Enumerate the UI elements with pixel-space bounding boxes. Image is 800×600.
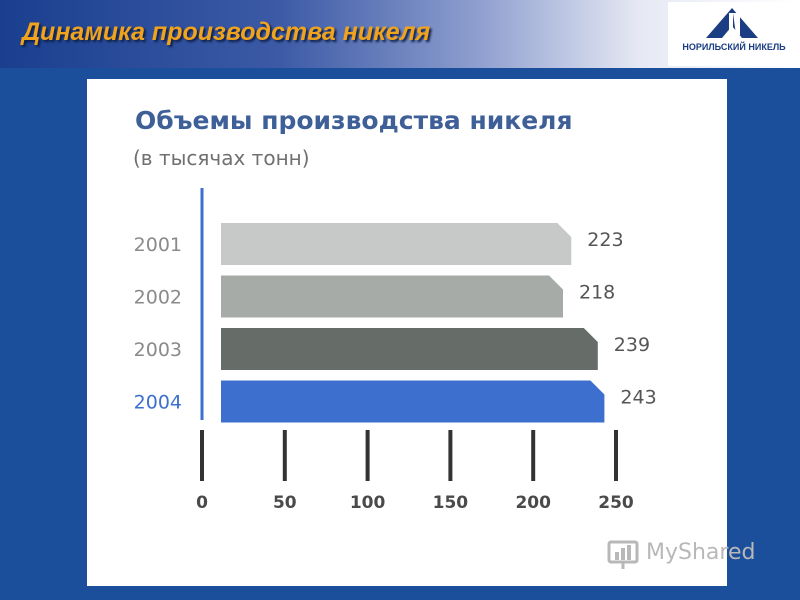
chart-title: Объемы производства никеля: [135, 106, 573, 135]
category-label-2002: 2002: [134, 287, 182, 309]
bar-2003: [221, 328, 598, 370]
value-label-2003: 239: [614, 334, 650, 356]
nickel-logo-icon: [706, 8, 758, 38]
category-label-2001: 2001: [134, 234, 182, 256]
category-label-2004: 2004: [134, 392, 182, 414]
watermark-logo-icon: [607, 540, 639, 569]
x-tick-label-250: 250: [598, 493, 634, 513]
x-tick-label-50: 50: [273, 493, 297, 513]
value-label-2002: 218: [579, 282, 615, 304]
watermark-text: MyShared: [646, 540, 756, 565]
x-tick-label-100: 100: [350, 493, 386, 513]
bar-2002: [221, 275, 564, 318]
category-label-2003: 2003: [134, 339, 182, 361]
value-label-2004: 243: [620, 387, 656, 409]
bar-2001: [221, 223, 572, 265]
x-tick-label-0: 0: [196, 493, 208, 513]
value-label-2001: 223: [587, 229, 623, 251]
bar-2004: [221, 380, 605, 423]
x-tick-label-150: 150: [433, 493, 469, 513]
slide-header: [0, 0, 800, 68]
logo-text: НОРИЛЬСКИЙ НИКЕЛЬ: [682, 42, 786, 52]
x-tick-label-200: 200: [515, 493, 551, 513]
slide-title: Динамика производства никеля: [22, 18, 431, 46]
chart-subtitle: (в тысячах тонн): [133, 146, 310, 170]
